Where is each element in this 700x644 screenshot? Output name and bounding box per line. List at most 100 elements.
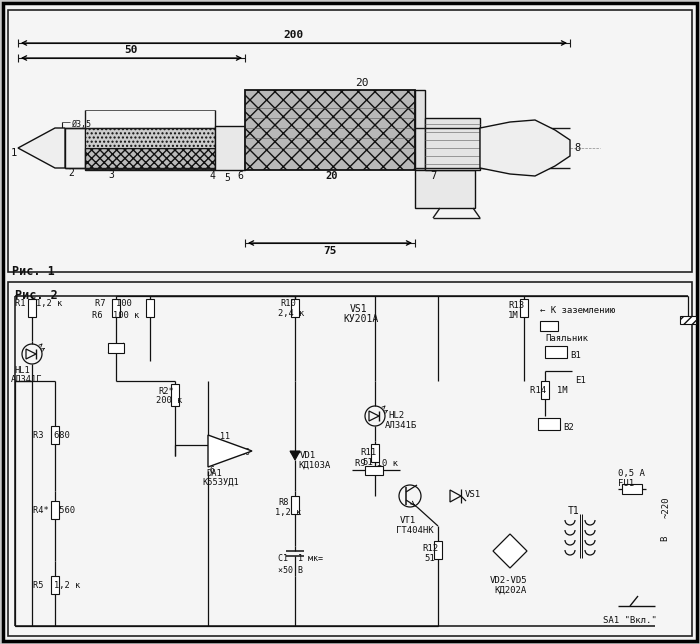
Text: 0,5 А: 0,5 А (618, 469, 645, 478)
Text: R14  1М: R14 1М (530, 386, 568, 395)
Text: 75: 75 (323, 246, 337, 256)
Text: VD2-VD5: VD2-VD5 (490, 576, 528, 585)
Text: HL2: HL2 (388, 411, 404, 420)
Text: 2,4 к: 2,4 к (278, 309, 304, 318)
Polygon shape (208, 435, 252, 467)
Bar (28, 299, 36, 317)
Text: VT1: VT1 (400, 516, 416, 525)
Text: 11: 11 (220, 432, 230, 441)
Bar (51, 501, 59, 519)
Text: VS1: VS1 (350, 304, 368, 314)
Bar (541, 381, 549, 399)
Text: ~220: ~220 (662, 496, 671, 518)
Bar (226, 135, 236, 161)
Text: 8: 8 (574, 143, 580, 153)
Text: FU1: FU1 (618, 479, 634, 488)
Bar (680, 316, 696, 324)
Text: 6: 6 (237, 171, 243, 181)
Bar (545, 346, 567, 358)
Text: R10: R10 (280, 299, 295, 308)
Text: R1  1,2 к: R1 1,2 к (15, 299, 62, 308)
Text: VS1: VS1 (465, 490, 481, 499)
Polygon shape (18, 128, 65, 168)
Bar (51, 576, 59, 594)
Text: HL1: HL1 (14, 366, 29, 375)
Text: Рис. 1: Рис. 1 (12, 265, 55, 278)
Bar (85, 148, 215, 170)
Bar (8, 10, 692, 272)
Text: 4: 4 (208, 443, 213, 452)
Text: Рис. 2: Рис. 2 (15, 289, 57, 301)
Bar (291, 299, 299, 317)
Text: Паяльник: Паяльник (545, 334, 588, 343)
Polygon shape (480, 120, 570, 176)
Text: II: II (504, 541, 517, 551)
Text: R4*  560: R4* 560 (33, 506, 75, 515)
Text: 10: 10 (240, 448, 250, 457)
Bar (434, 541, 442, 559)
Text: К553УД1: К553УД1 (202, 478, 239, 487)
Bar (51, 426, 59, 444)
Text: 200: 200 (284, 30, 304, 40)
Text: АЛ341Г: АЛ341Г (11, 375, 43, 384)
Text: B2: B2 (563, 423, 574, 432)
Text: B1: B1 (570, 351, 581, 360)
Bar (65, 128, 85, 168)
Text: 6: 6 (210, 466, 215, 475)
Text: ×50 В: ×50 В (278, 566, 303, 575)
Polygon shape (493, 534, 527, 568)
Text: 3: 3 (108, 170, 114, 180)
Text: C1  1 мк=: C1 1 мк= (278, 554, 323, 563)
Text: 1: 1 (11, 148, 18, 158)
Bar (371, 444, 379, 462)
Text: T1: T1 (568, 506, 580, 516)
Text: 8: 8 (208, 454, 213, 463)
Text: R9  10 к: R9 10 к (355, 459, 398, 468)
Bar (8, 282, 692, 636)
Text: R3  680: R3 680 (33, 431, 70, 440)
Bar (415, 90, 425, 170)
Text: E1: E1 (575, 376, 586, 385)
Text: 7: 7 (430, 171, 436, 181)
Text: 2: 2 (68, 168, 74, 178)
Text: 51: 51 (362, 458, 372, 467)
Text: ← К заземлению: ← К заземлению (540, 306, 615, 315)
Bar (85, 128, 215, 148)
Bar (108, 343, 124, 353)
Bar (520, 299, 528, 317)
Text: 20: 20 (355, 78, 368, 88)
Bar (215, 133, 225, 163)
Bar (291, 496, 299, 514)
Text: ГТ404НК: ГТ404НК (396, 526, 433, 535)
Text: 5: 5 (224, 173, 230, 183)
Bar (415, 170, 475, 208)
Bar (171, 384, 179, 406)
Text: В: В (660, 536, 669, 542)
Bar (215, 126, 245, 170)
Text: 50: 50 (125, 45, 138, 55)
Text: SA1 "Вкл.": SA1 "Вкл." (603, 616, 657, 625)
Bar (365, 466, 383, 475)
Text: R7  100: R7 100 (95, 299, 132, 308)
Bar (245, 90, 415, 170)
Text: КД103А: КД103А (298, 461, 330, 470)
Bar (540, 321, 558, 331)
Text: VD1: VD1 (300, 451, 316, 460)
Text: 51: 51 (424, 554, 435, 563)
Text: R2*: R2* (158, 387, 174, 396)
Bar (425, 118, 480, 170)
Text: КД202А: КД202А (494, 586, 526, 595)
Text: R8: R8 (278, 498, 288, 507)
Bar (538, 418, 560, 430)
Bar (622, 484, 642, 494)
Text: R5  1,2 к: R5 1,2 к (33, 581, 80, 590)
Text: 20: 20 (325, 171, 337, 181)
Text: R12: R12 (422, 544, 438, 553)
Text: 4: 4 (210, 171, 216, 181)
Text: R6  100 к: R6 100 к (92, 311, 139, 320)
Text: КУ201А: КУ201А (343, 314, 378, 324)
Bar (235, 137, 245, 159)
Polygon shape (290, 451, 300, 460)
Text: 1,2 к: 1,2 к (275, 508, 301, 517)
Text: 200 к: 200 к (156, 396, 182, 405)
